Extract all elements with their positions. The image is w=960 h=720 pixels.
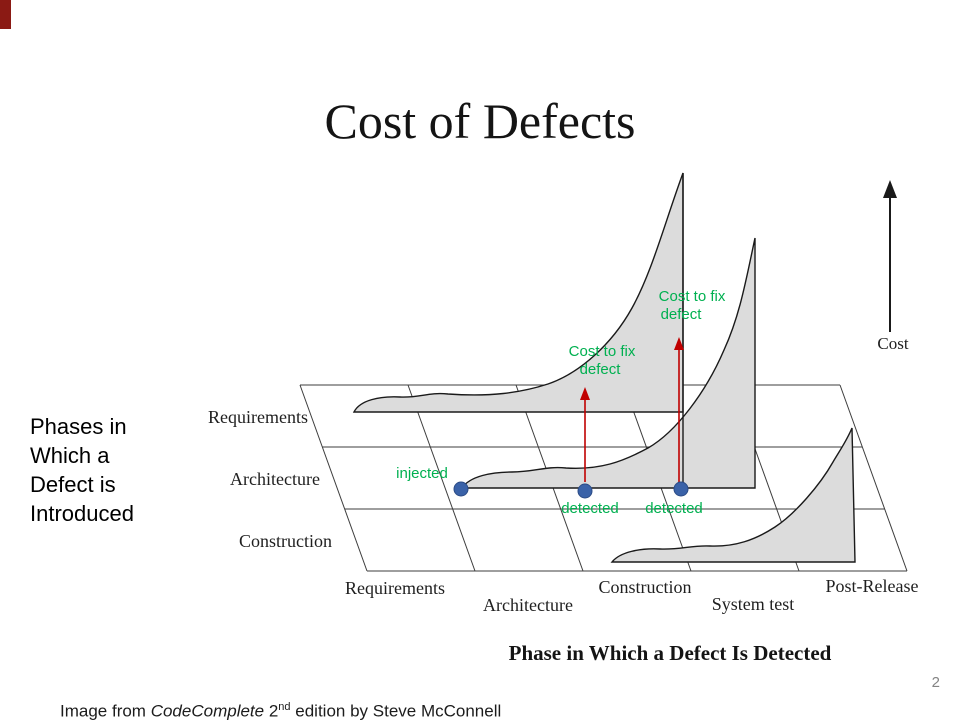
- slide-title: Cost of Defects: [324, 92, 636, 149]
- cost-to-fix-label-line1: Cost to fix: [659, 288, 726, 305]
- cost-arrow-head-icon: [883, 180, 897, 198]
- grid-column-line: [407, 384, 476, 572]
- defect-injected-dot: [453, 481, 469, 497]
- corner-accent-bar: [0, 0, 11, 29]
- surface-requirements-injected: [352, 172, 684, 413]
- footer-credit: Image from CodeComplete 2nd edition by S…: [60, 701, 501, 720]
- cost-axis-arrow: [883, 180, 897, 332]
- detected-phase-label: Post-Release: [826, 576, 919, 596]
- detected-phase-label: System test: [712, 594, 795, 614]
- defect-detected-dot: [673, 481, 689, 497]
- grid-column-line: [839, 384, 908, 572]
- page-number: 2: [931, 674, 940, 691]
- introduced-axis-note-line: Which a: [30, 443, 110, 468]
- footer-edition-suffix: nd: [278, 701, 291, 713]
- introduced-phase-label: Architecture: [230, 469, 320, 489]
- introduced-axis-note: Phases in Which a Defect is Introduced: [30, 412, 134, 528]
- footer-book-title: CodeComplete: [150, 701, 265, 720]
- detected-label: detected: [645, 500, 703, 517]
- fix-cost-arrow-1: [580, 387, 590, 482]
- introduced-phase-label: Construction: [239, 531, 332, 551]
- introduced-axis-note-line: Defect is: [30, 472, 116, 497]
- detected-label: detected: [561, 500, 619, 517]
- introduced-phase-label: Requirements: [208, 407, 308, 427]
- fix-cost-arrow-2: [674, 337, 684, 482]
- cost-to-fix-label-line2: defect: [661, 306, 703, 323]
- cost-to-fix-label-line1: Cost to fix: [569, 343, 636, 360]
- cost-to-fix-label-line2: defect: [580, 361, 622, 378]
- detected-axis-title: Phase in Which a Defect Is Detected: [509, 641, 832, 665]
- detected-phase-label: Architecture: [483, 595, 573, 615]
- detected-phase-label: Requirements: [345, 578, 445, 598]
- surface-construction-injected: [610, 427, 856, 563]
- cost-axis-label: Cost: [877, 334, 908, 353]
- fix-arrow-head-icon: [580, 387, 590, 400]
- surface-architecture-injected: [460, 237, 756, 489]
- introduced-axis-note-line: Introduced: [30, 501, 134, 526]
- detected-phase-label: Construction: [599, 577, 692, 597]
- footer-credit-suffix: edition by Steve McConnell: [290, 701, 502, 720]
- footer-credit-prefix: Image from: [60, 701, 151, 720]
- injected-label: injected: [396, 465, 448, 482]
- footer-edition-number: 2: [264, 701, 279, 720]
- defect-detected-dot: [577, 483, 593, 499]
- grid-column-line: [299, 384, 368, 572]
- introduced-axis-note-line: Phases in: [30, 414, 127, 439]
- fix-arrow-head-icon: [674, 337, 684, 350]
